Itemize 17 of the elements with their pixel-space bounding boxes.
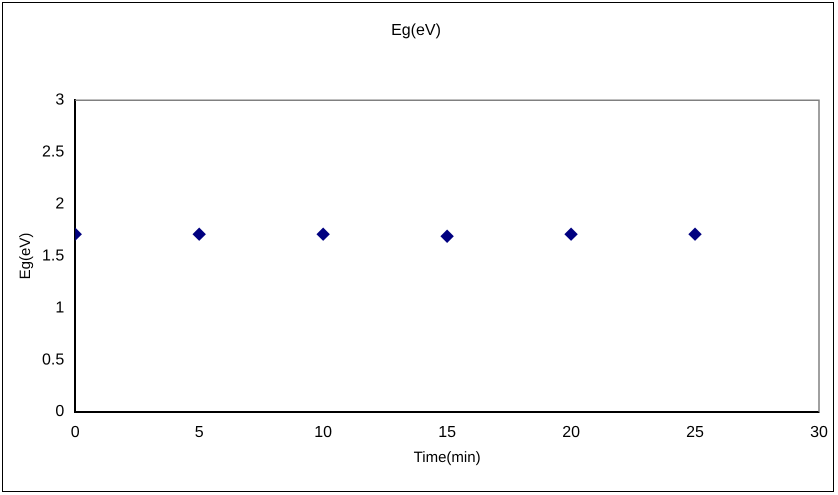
x-tick-label: 30 bbox=[810, 424, 828, 441]
y-axis-title: Eg(eV) bbox=[17, 232, 34, 280]
y-tick-label: 2 bbox=[55, 195, 64, 212]
x-tick-label: 10 bbox=[314, 424, 332, 441]
y-tick-label: 1 bbox=[55, 299, 64, 316]
x-axis-title: Time(min) bbox=[414, 449, 481, 466]
y-tick-label: 1.5 bbox=[42, 247, 64, 264]
y-tick-label: 3 bbox=[55, 92, 64, 109]
x-tick-label: 0 bbox=[70, 424, 80, 441]
x-tick-label: 20 bbox=[562, 424, 580, 441]
y-tick-label: 0.5 bbox=[42, 351, 64, 368]
y-tick-label: 2.5 bbox=[42, 144, 64, 161]
y-tick-label: 0 bbox=[55, 403, 64, 420]
chart-title: Eg(eV) bbox=[391, 22, 441, 40]
x-tick-label: 25 bbox=[686, 424, 704, 441]
x-tick-label: 15 bbox=[438, 424, 456, 441]
x-tick-label: 5 bbox=[194, 424, 204, 441]
